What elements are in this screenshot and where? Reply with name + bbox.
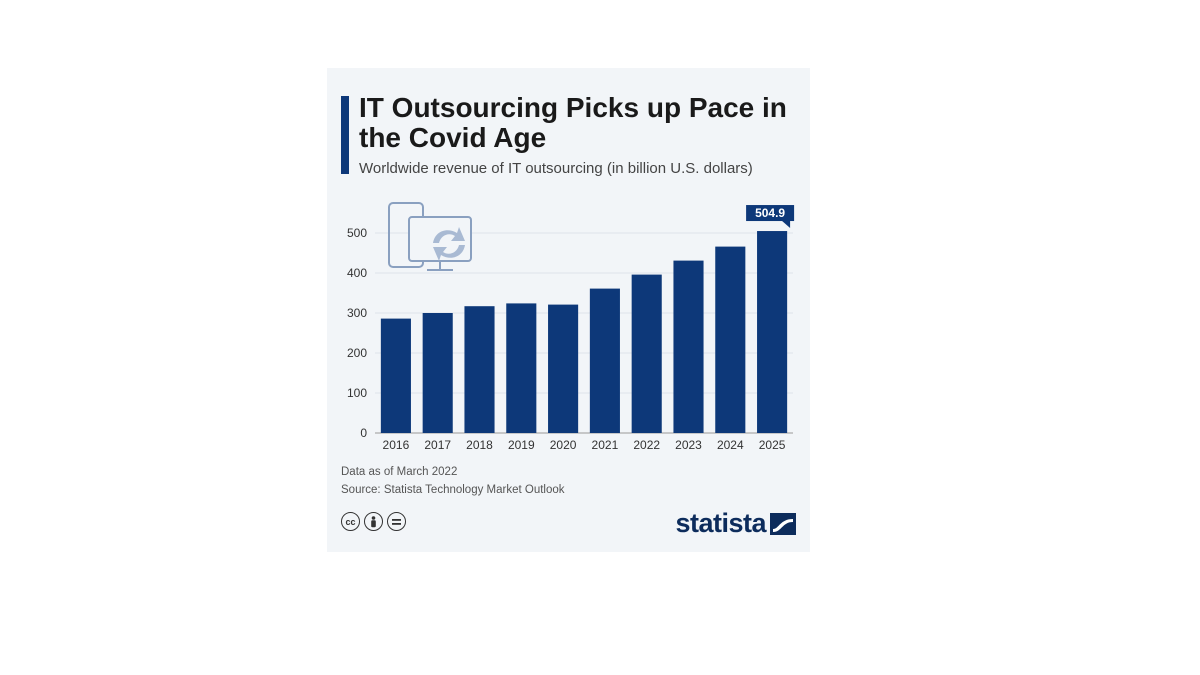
highlight-callout [746, 205, 795, 222]
x-tick-label: 2018 [466, 438, 493, 452]
callout-pointer [782, 221, 791, 229]
license-icons: cc [341, 512, 406, 531]
data-note: Data as of March 2022 [341, 466, 458, 478]
x-tick-label: 2023 [675, 438, 702, 452]
bar-2025[interactable] [757, 231, 788, 433]
bar-2017[interactable] [422, 313, 453, 433]
bar-2024[interactable] [715, 246, 746, 433]
title-accent-bar [341, 96, 349, 174]
y-tick-label: 100 [347, 386, 367, 400]
x-tick-label: 2021 [592, 438, 619, 452]
x-tick-label: 2019 [508, 438, 535, 452]
x-tick-label: 2020 [550, 438, 577, 452]
x-tick-label: 2024 [717, 438, 744, 452]
bar-2019[interactable] [506, 303, 537, 433]
bar-chart: 0 100 200 300 400 500 2016 2017 2018 2019 2020 2021… [347, 202, 795, 452]
axis-labels: 0 100 200 300 400 500 2016 2017 2018 2019 2020 2021… [347, 205, 795, 452]
y-tick-label: 200 [347, 346, 367, 360]
bars [380, 231, 788, 433]
devices-refresh-icon [388, 202, 472, 271]
bar-2018[interactable] [464, 306, 495, 433]
x-tick-label: 2025 [759, 438, 786, 452]
brand-name: statista [675, 508, 766, 538]
chart-title: IT Outsourcing Picks up Pace in the Covi… [359, 92, 787, 153]
bar-2016[interactable] [380, 318, 411, 433]
chart-subtitle: Worldwide revenue of IT outsourcing (in … [359, 160, 753, 177]
highlight-value-label: 504.9 [755, 206, 785, 220]
data-source: Source: Statista Technology Market Outlo… [341, 484, 565, 496]
cc-icon[interactable]: cc [341, 512, 360, 531]
nd-icon[interactable] [387, 512, 406, 531]
infographic-card: IT Outsourcing Picks up Pace in the Covi… [327, 68, 810, 552]
y-tick-label: 500 [347, 226, 367, 240]
statista-logo-icon [770, 512, 796, 535]
x-tick-label: 2017 [424, 438, 451, 452]
by-icon[interactable] [364, 512, 383, 531]
statista-brand[interactable]: statista [675, 508, 796, 539]
y-tick-label: 0 [360, 426, 367, 440]
bar-2022[interactable] [631, 274, 662, 433]
bar-2021[interactable] [589, 288, 620, 433]
y-tick-label: 400 [347, 266, 367, 280]
bar-2023[interactable] [673, 260, 704, 433]
x-tick-label: 2016 [383, 438, 410, 452]
bar-2020[interactable] [548, 304, 579, 433]
y-tick-label: 300 [347, 306, 367, 320]
x-tick-label: 2022 [633, 438, 660, 452]
